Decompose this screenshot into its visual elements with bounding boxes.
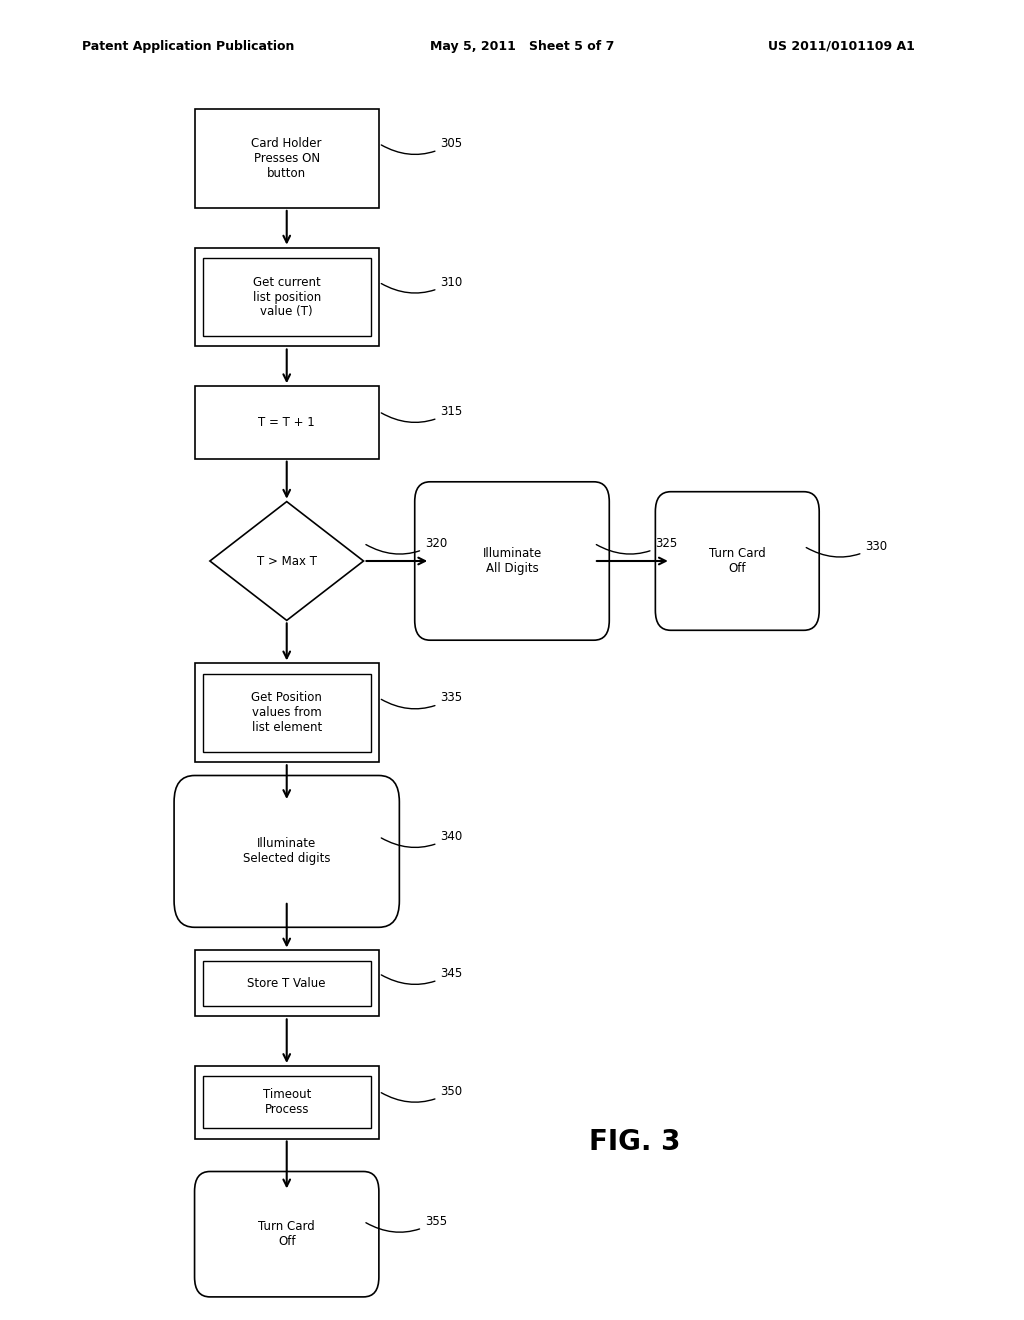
Text: 310: 310 <box>381 276 463 293</box>
Text: Get Position
values from
list element: Get Position values from list element <box>251 692 323 734</box>
Text: 355: 355 <box>366 1214 447 1232</box>
FancyBboxPatch shape <box>195 1172 379 1296</box>
Text: 350: 350 <box>381 1085 463 1102</box>
FancyBboxPatch shape <box>203 961 371 1006</box>
FancyBboxPatch shape <box>655 492 819 631</box>
Text: Timeout
Process: Timeout Process <box>262 1088 311 1117</box>
FancyBboxPatch shape <box>203 259 371 335</box>
Text: May 5, 2011   Sheet 5 of 7: May 5, 2011 Sheet 5 of 7 <box>430 40 614 53</box>
FancyBboxPatch shape <box>415 482 609 640</box>
Text: 305: 305 <box>381 137 463 154</box>
Text: 335: 335 <box>381 692 463 709</box>
FancyBboxPatch shape <box>195 110 379 207</box>
Text: 340: 340 <box>381 830 463 847</box>
Text: T = T + 1: T = T + 1 <box>258 416 315 429</box>
Text: 325: 325 <box>596 537 678 554</box>
FancyBboxPatch shape <box>203 1077 371 1127</box>
Text: 315: 315 <box>381 405 463 422</box>
Text: Illuminate
Selected digits: Illuminate Selected digits <box>243 837 331 866</box>
Polygon shape <box>210 502 364 620</box>
Text: US 2011/0101109 A1: US 2011/0101109 A1 <box>768 40 914 53</box>
Text: Patent Application Publication: Patent Application Publication <box>82 40 294 53</box>
FancyBboxPatch shape <box>203 673 371 751</box>
Text: Illuminate
All Digits: Illuminate All Digits <box>482 546 542 576</box>
FancyBboxPatch shape <box>174 776 399 927</box>
FancyBboxPatch shape <box>195 663 379 762</box>
Text: Get current
list position
value (T): Get current list position value (T) <box>253 276 321 318</box>
Text: 345: 345 <box>381 968 463 985</box>
FancyBboxPatch shape <box>195 1067 379 1138</box>
FancyBboxPatch shape <box>195 950 379 1016</box>
Text: FIG. 3: FIG. 3 <box>589 1127 681 1156</box>
Text: 330: 330 <box>806 540 888 557</box>
Text: T > Max T: T > Max T <box>257 554 316 568</box>
Text: Turn Card
Off: Turn Card Off <box>709 546 766 576</box>
Text: Store T Value: Store T Value <box>248 977 326 990</box>
FancyBboxPatch shape <box>195 248 379 346</box>
Text: 320: 320 <box>366 537 447 554</box>
FancyBboxPatch shape <box>195 385 379 458</box>
Text: Card Holder
Presses ON
button: Card Holder Presses ON button <box>252 137 322 180</box>
Text: Turn Card
Off: Turn Card Off <box>258 1220 315 1249</box>
